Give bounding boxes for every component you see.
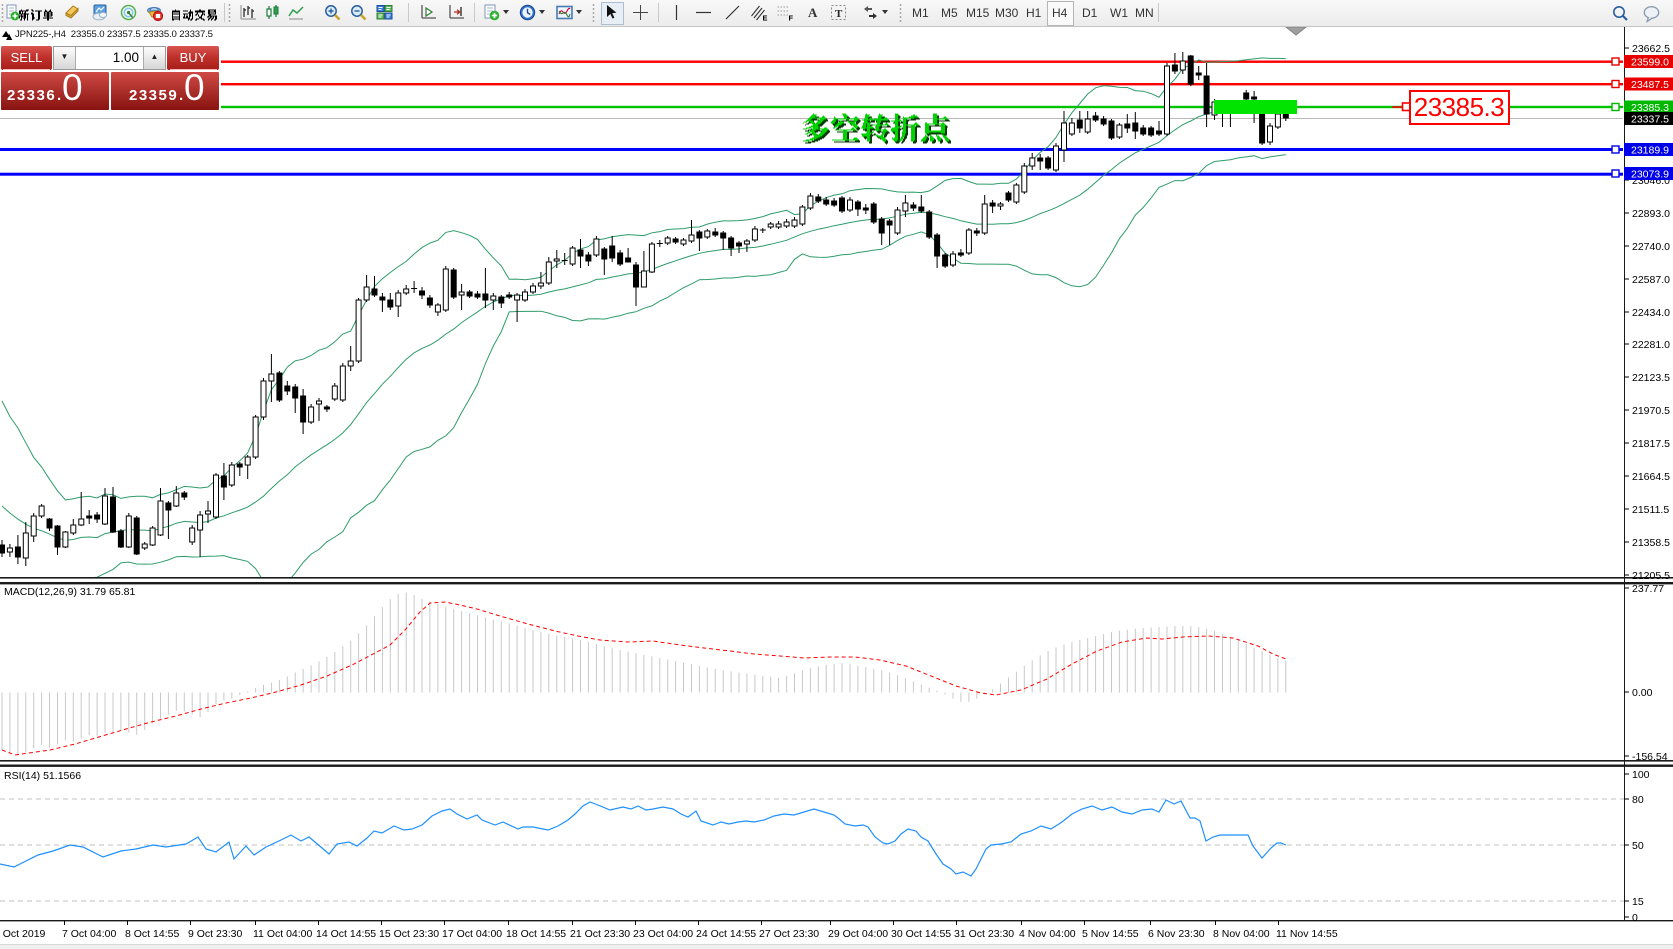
svg-text:9 Oct 23:30: 9 Oct 23:30 — [188, 928, 242, 940]
svg-text:23487.5: 23487.5 — [1631, 79, 1669, 91]
svg-text:23189.9: 23189.9 — [1631, 145, 1669, 157]
svg-text:21 Oct 23:30: 21 Oct 23:30 — [570, 928, 630, 940]
svg-text:▲: ▲ — [4, 31, 14, 43]
svg-text:18 Oct 14:55: 18 Oct 14:55 — [506, 928, 566, 940]
svg-text:0.00: 0.00 — [1632, 687, 1653, 699]
svg-text:23 Oct 04:00: 23 Oct 04:00 — [633, 928, 693, 940]
svg-text:22281.0: 22281.0 — [1632, 339, 1670, 351]
svg-text:8 Nov 04:00: 8 Nov 04:00 — [1213, 928, 1270, 940]
svg-text:11 Oct 04:00: 11 Oct 04:00 — [253, 928, 313, 940]
svg-text:29 Oct 04:00: 29 Oct 04:00 — [828, 928, 888, 940]
svg-text:23385.3: 23385.3 — [1414, 92, 1505, 122]
svg-text:3 Oct 2019: 3 Oct 2019 — [0, 928, 46, 940]
svg-text:21358.5: 21358.5 — [1632, 537, 1670, 549]
svg-text:15: 15 — [1632, 896, 1644, 908]
svg-text:E: E — [763, 14, 768, 22]
svg-text:21664.5: 21664.5 — [1632, 471, 1670, 483]
svg-text:21511.5: 21511.5 — [1632, 504, 1669, 516]
svg-text:22434.0: 22434.0 — [1632, 307, 1670, 319]
svg-text:4 Nov 04:00: 4 Nov 04:00 — [1019, 928, 1076, 940]
svg-text:22123.5: 22123.5 — [1632, 372, 1670, 384]
svg-text:31 Oct 23:30: 31 Oct 23:30 — [954, 928, 1014, 940]
svg-text:23073.9: 23073.9 — [1631, 169, 1669, 181]
svg-text:F: F — [789, 14, 794, 22]
svg-text:27 Oct 23:30: 27 Oct 23:30 — [759, 928, 819, 940]
svg-text:22740.0: 22740.0 — [1632, 241, 1670, 253]
svg-text:7 Oct 04:00: 7 Oct 04:00 — [62, 928, 116, 940]
svg-text:237.77: 237.77 — [1632, 583, 1664, 595]
svg-text:5 Nov 14:55: 5 Nov 14:55 — [1082, 928, 1139, 940]
svg-text:23599.0: 23599.0 — [1631, 57, 1669, 69]
svg-text:11 Nov 14:55: 11 Nov 14:55 — [1276, 928, 1338, 940]
svg-text:80: 80 — [1632, 794, 1644, 806]
svg-text:T: T — [835, 8, 843, 20]
svg-text:21205.5: 21205.5 — [1632, 570, 1670, 582]
svg-text:6 Nov 23:30: 6 Nov 23:30 — [1148, 928, 1205, 940]
svg-text:22893.0: 22893.0 — [1632, 208, 1670, 220]
svg-text:22587.0: 22587.0 — [1632, 274, 1670, 286]
svg-text:23337.5: 23337.5 — [1631, 114, 1669, 126]
svg-text:30 Oct 14:55: 30 Oct 14:55 — [891, 928, 951, 940]
svg-text:23385.3: 23385.3 — [1631, 102, 1669, 114]
svg-text:17 Oct 04:00: 17 Oct 04:00 — [442, 928, 502, 940]
svg-text:23662.5: 23662.5 — [1632, 43, 1670, 55]
svg-text:24 Oct 14:55: 24 Oct 14:55 — [696, 928, 756, 940]
svg-text:21970.5: 21970.5 — [1632, 405, 1670, 417]
svg-text:21817.5: 21817.5 — [1632, 438, 1670, 450]
svg-text:8 Oct 14:55: 8 Oct 14:55 — [125, 928, 179, 940]
svg-text:RSI(14) 51.1566: RSI(14) 51.1566 — [4, 770, 81, 782]
svg-text:0: 0 — [1632, 912, 1638, 924]
svg-text:50: 50 — [1632, 840, 1644, 852]
svg-text:100: 100 — [1632, 769, 1650, 781]
svg-text:MACD(12,26,9) 31.79 65.81: MACD(12,26,9) 31.79 65.81 — [4, 586, 135, 598]
svg-text:-156.54: -156.54 — [1632, 751, 1668, 763]
svg-text:14 Oct 14:55: 14 Oct 14:55 — [316, 928, 376, 940]
svg-text:15 Oct 23:30: 15 Oct 23:30 — [379, 928, 439, 940]
